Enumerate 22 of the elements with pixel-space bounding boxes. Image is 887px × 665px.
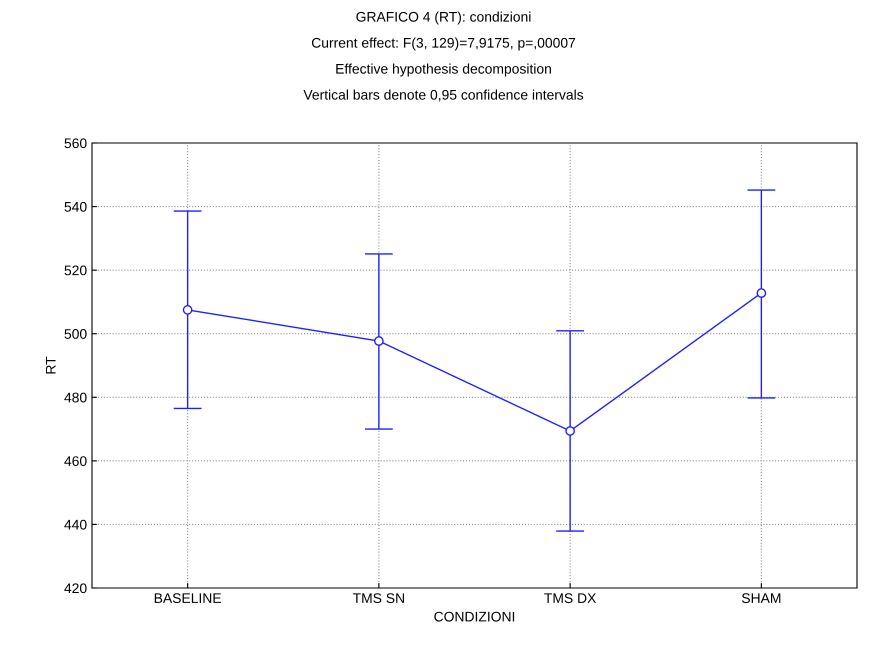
chart-subtitle: Current effect: F(3, 129)=7,9175, p=,00007 bbox=[312, 38, 576, 50]
chart-title: GRAFICO 4 (RT): condizioni bbox=[356, 12, 530, 24]
y-axis-title: RT bbox=[46, 356, 56, 374]
y-tick-label: 440 bbox=[64, 520, 87, 530]
text: Vertical bars denote 0,95 confidence intervals bbox=[303, 90, 584, 102]
point bbox=[565, 426, 575, 436]
x-tick-label: TMS SN bbox=[352, 593, 404, 604]
y-tick-label: 560 bbox=[64, 138, 87, 148]
y-tick-label: 460 bbox=[64, 456, 87, 466]
y-tick-label: 540 bbox=[64, 202, 87, 212]
point bbox=[374, 336, 384, 346]
y-tick-label: 500 bbox=[64, 329, 87, 339]
point bbox=[756, 288, 766, 298]
point bbox=[182, 305, 192, 315]
text: Effective hypothesis decomposition bbox=[336, 64, 551, 76]
y-tick-label: 480 bbox=[64, 392, 87, 402]
x-axis-title: CONDIZIONI bbox=[434, 612, 514, 622]
y-tick-label: 520 bbox=[64, 265, 87, 276]
y-tick-label: 420 bbox=[64, 583, 87, 594]
x-tick-label: TMS DX bbox=[544, 593, 596, 604]
x-tick-label: SHAM bbox=[742, 593, 780, 604]
x-tick-label: BASELINE bbox=[154, 593, 221, 604]
